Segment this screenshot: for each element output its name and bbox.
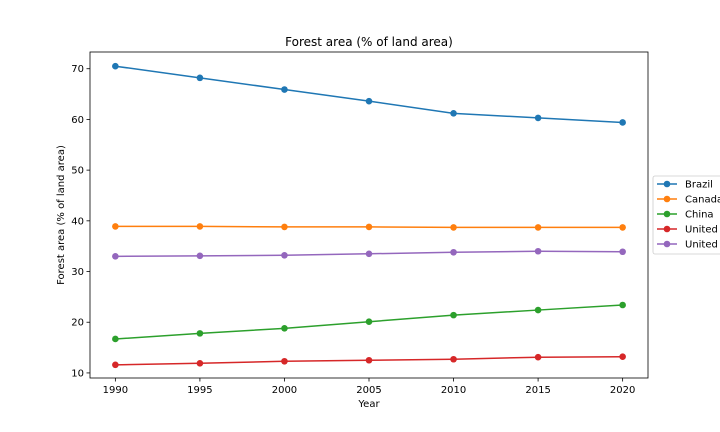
x-tick-label: 2005 [356, 385, 381, 396]
data-point [619, 119, 626, 126]
data-point [112, 335, 119, 343]
data-point [534, 247, 542, 255]
legend-swatch-marker [663, 240, 671, 248]
data-point [534, 353, 542, 361]
x-axis: 1990 1995 2000 2005 2010 2015 2020 [103, 378, 635, 396]
x-tick-label: 2020 [610, 385, 635, 396]
legend-swatch-marker [663, 225, 671, 233]
legend-label: Canada [685, 195, 720, 206]
data-point [196, 223, 204, 230]
x-tick-label: 2000 [272, 385, 297, 396]
x-tick-label: 1990 [103, 385, 128, 396]
data-point [365, 223, 373, 231]
x-axis-title: Year [357, 399, 380, 410]
chart-title: Forest area (% of land area) [285, 35, 453, 49]
data-point [534, 224, 542, 231]
data-point [112, 62, 119, 70]
legend-label: United [685, 240, 718, 251]
data-point [112, 253, 119, 260]
data-point [365, 97, 373, 105]
data-point [450, 248, 457, 256]
series-3 [112, 301, 626, 343]
data-point [619, 224, 626, 231]
data-point [112, 223, 119, 230]
data-point [450, 311, 457, 319]
data-point [534, 114, 542, 122]
data-point [450, 110, 457, 117]
x-tick-label: 1995 [187, 385, 212, 396]
series-1 [112, 62, 626, 126]
data-point [365, 250, 373, 258]
data-point [365, 318, 373, 326]
series-5 [112, 247, 626, 260]
x-tick-label: 2010 [441, 385, 466, 396]
data-point [281, 325, 288, 332]
legend-item: United [657, 225, 718, 236]
data-point [450, 224, 457, 231]
data-point [196, 252, 204, 260]
data-point [534, 306, 542, 314]
y-tick-label: 50 [71, 166, 84, 177]
data-point [619, 301, 626, 309]
data-point [281, 357, 288, 365]
legend-label: China [685, 210, 714, 221]
legend: Brazil Canada China United United [652, 175, 720, 255]
series-4 [112, 353, 626, 369]
legend-item: Brazil [657, 180, 713, 191]
x-tick-label: 2015 [525, 385, 550, 396]
legend-swatch-marker [663, 210, 671, 218]
series-line [115, 65, 623, 124]
data-point [281, 223, 288, 231]
y-tick-label: 20 [71, 318, 84, 329]
y-tick-label: 30 [71, 267, 84, 278]
y-tick-label: 70 [71, 64, 84, 75]
data-point [365, 356, 373, 364]
legend-item: United [657, 240, 718, 251]
legend-box [652, 175, 720, 255]
legend-item: China [657, 210, 714, 221]
data-point [281, 252, 288, 259]
series-2 [112, 223, 626, 231]
legend-swatch-marker [663, 180, 671, 188]
data-point [196, 330, 204, 337]
series-layer [112, 62, 626, 369]
legend-swatch-marker [663, 195, 671, 203]
data-point [196, 359, 204, 367]
y-tick-label: 10 [71, 368, 84, 379]
y-axis-title: Forest area (% of land area) [56, 145, 67, 285]
legend-item: Canada [657, 195, 720, 206]
data-point [619, 353, 626, 361]
data-point [619, 248, 626, 256]
data-point [450, 355, 457, 363]
data-point [281, 86, 288, 93]
data-point [196, 74, 204, 82]
y-axis: 10 20 30 40 50 60 70 [71, 64, 90, 379]
y-tick-label: 60 [71, 115, 84, 126]
data-point [112, 361, 119, 369]
legend-label: Brazil [685, 180, 713, 191]
legend-label: United [685, 225, 718, 236]
y-tick-label: 40 [71, 216, 84, 227]
